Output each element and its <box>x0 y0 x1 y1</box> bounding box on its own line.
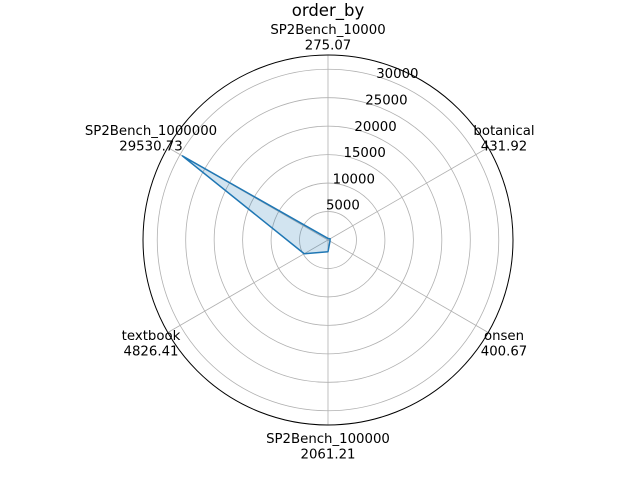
category-value-label: 29530.73 <box>119 140 182 155</box>
angular-gridline <box>327 239 489 333</box>
radial-tick-label: 30000 <box>376 67 418 82</box>
category-name: botanical <box>473 124 534 139</box>
category-name: onsen <box>484 329 524 344</box>
category-value-label: 431.92 <box>481 140 528 155</box>
category-labels: SP2Bench_10000 275.07 botanical 431.92 onsen… <box>85 23 535 463</box>
category-label: botanical 431.92 <box>473 124 534 155</box>
radial-tick-label: 10000 <box>333 172 375 187</box>
category-name: SP2Bench_10000 <box>270 23 385 38</box>
series-area <box>182 155 331 254</box>
category-label: SP2Bench_100000 2061.21 <box>266 432 390 463</box>
category-name: SP2Bench_1000000 <box>85 124 217 139</box>
category-label: textbook 4826.41 <box>122 329 181 360</box>
angular-gridline <box>327 147 489 241</box>
category-value-label: 4826.41 <box>124 345 179 360</box>
category-label: onsen 400.67 <box>481 329 528 360</box>
series-line <box>181 155 331 255</box>
radial-tick-label: 25000 <box>365 94 407 109</box>
category-value-label: 275.07 <box>305 39 352 54</box>
chart-title: order_by <box>292 1 365 21</box>
data-series <box>181 155 331 255</box>
category-name: textbook <box>122 329 181 344</box>
radial-tick-label: 20000 <box>354 120 396 135</box>
radial-tick-label: 5000 <box>326 199 360 214</box>
polar-frame <box>142 54 514 426</box>
category-label: SP2Bench_1000000 29530.73 <box>85 124 217 155</box>
radial-tick-label: 15000 <box>344 146 386 161</box>
angular-gridline <box>167 239 329 333</box>
category-value-label: 400.67 <box>481 345 528 360</box>
radial-tick-labels: 5000 10000 15000 20000 25000 30000 <box>326 67 419 213</box>
category-value-label: 2061.21 <box>301 448 356 463</box>
category-label: SP2Bench_10000 275.07 <box>270 23 385 54</box>
category-name: SP2Bench_100000 <box>266 432 390 447</box>
